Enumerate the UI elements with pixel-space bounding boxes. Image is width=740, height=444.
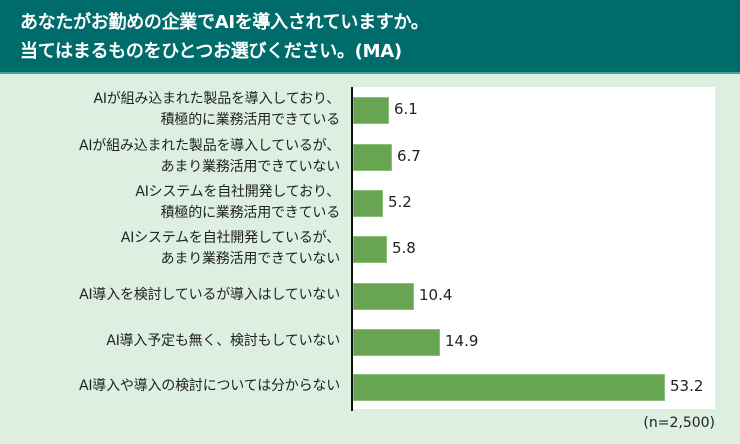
category-label-line: 積極的に業務活用できている xyxy=(160,205,341,221)
category-label-line: AIが組み込まれた製品を導入しており、 xyxy=(93,91,340,107)
bar xyxy=(353,329,440,356)
category-label-line: あまり業務活用できていない xyxy=(160,251,341,267)
category-label-line: AI導入を検討しているが導入はしていない xyxy=(79,287,340,303)
category-label: AIシステムを自社開発しており、積極的に業務活用できている xyxy=(0,182,340,224)
category-label: AIが組み込まれた製品を導入しているが、あまり業務活用できていない xyxy=(0,136,340,178)
bar xyxy=(353,283,414,310)
category-label-line: AI導入予定も無く、検討もしていない xyxy=(106,333,340,349)
bar-value-label: 5.2 xyxy=(388,193,412,211)
sample-size-note: (n=2,500) xyxy=(643,415,715,431)
y-axis-line xyxy=(351,87,353,411)
bar-value-label: 53.2 xyxy=(670,377,704,395)
bar-value-label: 6.7 xyxy=(397,147,421,165)
category-label: AI導入予定も無く、検討もしていない xyxy=(0,331,340,352)
category-label: AI導入を検討しているが導入はしていない xyxy=(0,285,340,306)
category-label-line: AIシステムを自社開発しているが、 xyxy=(120,230,340,246)
category-label-line: AI導入や導入の検討については分からない xyxy=(78,378,340,394)
bar xyxy=(353,374,665,401)
bar xyxy=(353,190,383,217)
bar xyxy=(353,144,392,171)
bar xyxy=(353,97,389,124)
question-line-2: 当てはまるものをひとつお選びください。(MA) xyxy=(20,41,402,62)
category-label: AIが組み込まれた製品を導入しており、積極的に業務活用できている xyxy=(0,89,340,131)
category-label: AIシステムを自社開発しているが、あまり業務活用できていない xyxy=(0,228,340,270)
bar-value-label: 6.1 xyxy=(394,100,418,118)
category-label-line: AIシステムを自社開発しており、 xyxy=(135,184,340,200)
question-line-1: あなたがお勤めの企業でAIを導入されていますか。 xyxy=(20,12,429,33)
category-label-line: 積極的に業務活用できている xyxy=(160,112,341,128)
question-header: あなたがお勤めの企業でAIを導入されていますか。 当てはまるものをひとつお選びく… xyxy=(0,0,740,74)
bar-value-label: 10.4 xyxy=(419,286,453,304)
bar xyxy=(353,236,387,263)
category-label-line: あまり業務活用できていない xyxy=(160,159,341,175)
category-label-line: AIが組み込まれた製品を導入しているが、 xyxy=(78,138,340,154)
bar-value-label: 5.8 xyxy=(392,239,416,257)
category-label: AI導入や導入の検討については分からない xyxy=(0,376,340,397)
bar-value-label: 14.9 xyxy=(445,332,479,350)
